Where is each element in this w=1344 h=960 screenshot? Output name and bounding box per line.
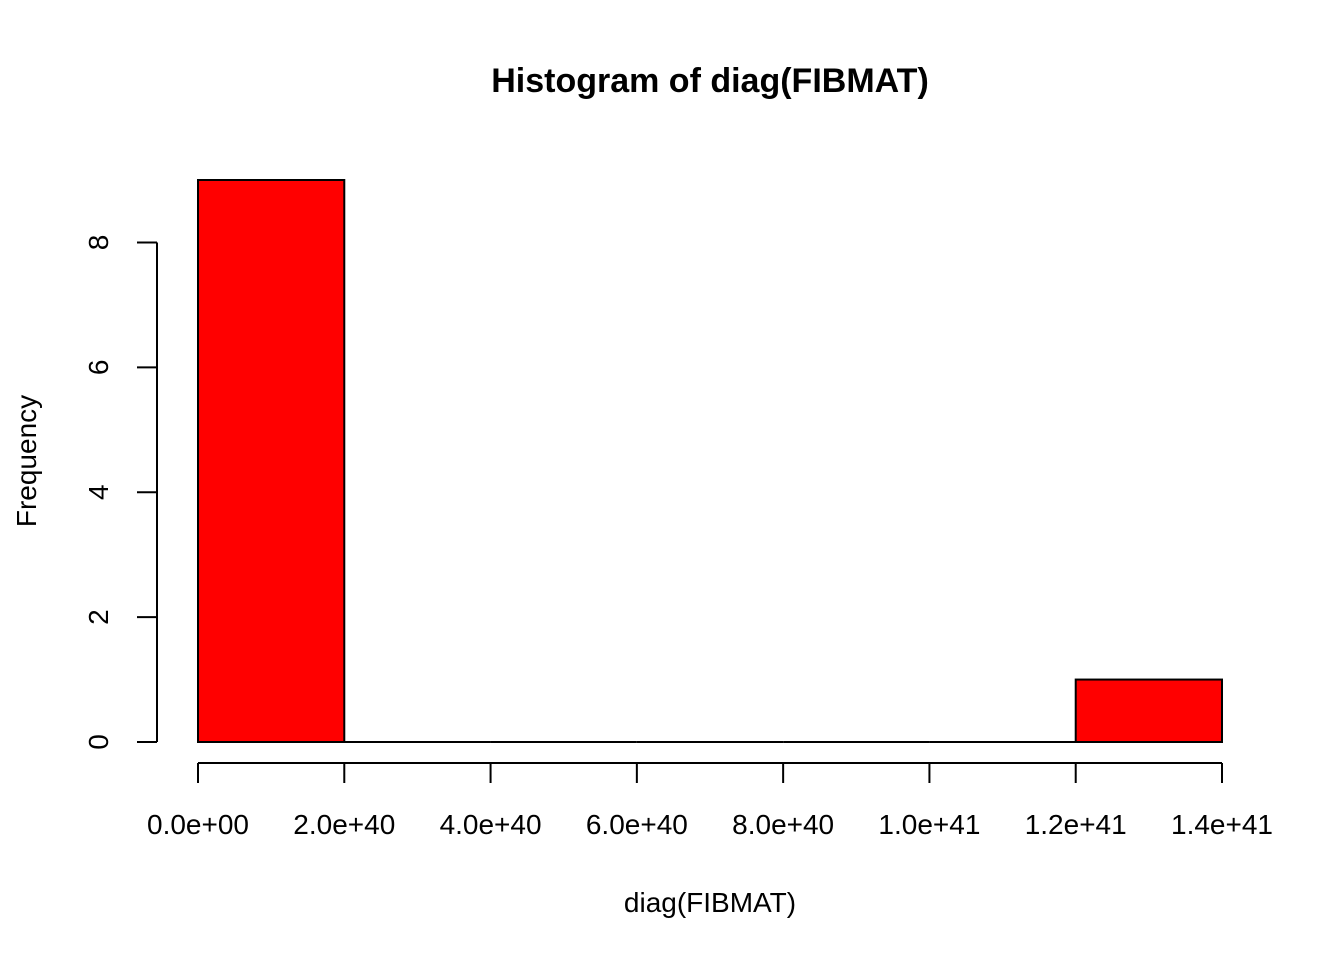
histogram-bar-0 [197,179,346,743]
chart-title: Histogram of diag(FIBMAT) [491,62,929,100]
plot-area: 0.0e+00 2.0e+40 4.0e+40 6.0e+40 8.0e+40 1.0e+… [83,179,1273,840]
histogram-bar-6 [1074,678,1223,743]
y-tick-label-1: 2 [83,609,114,625]
y-tick-label-2: 4 [83,484,114,500]
y-axis-label: Frequency [11,395,42,527]
x-tick-label-3: 6.0e+40 [586,809,688,840]
x-tick-label-6: 1.2e+41 [1025,809,1127,840]
x-axis-label: diag(FIBMAT) [624,887,796,918]
x-tick-label-1: 2.0e+40 [293,809,395,840]
x-tick-label-0: 0.0e+00 [147,809,249,840]
x-tick-label-2: 4.0e+40 [440,809,542,840]
x-tick-label-5: 1.0e+41 [878,809,980,840]
x-tick-label-7: 1.4e+41 [1171,809,1273,840]
y-tick-label-4: 8 [83,235,114,251]
y-tick-label-3: 6 [83,360,114,376]
y-tick-label-0: 0 [83,734,114,750]
x-tick-label-4: 8.0e+40 [732,809,834,840]
